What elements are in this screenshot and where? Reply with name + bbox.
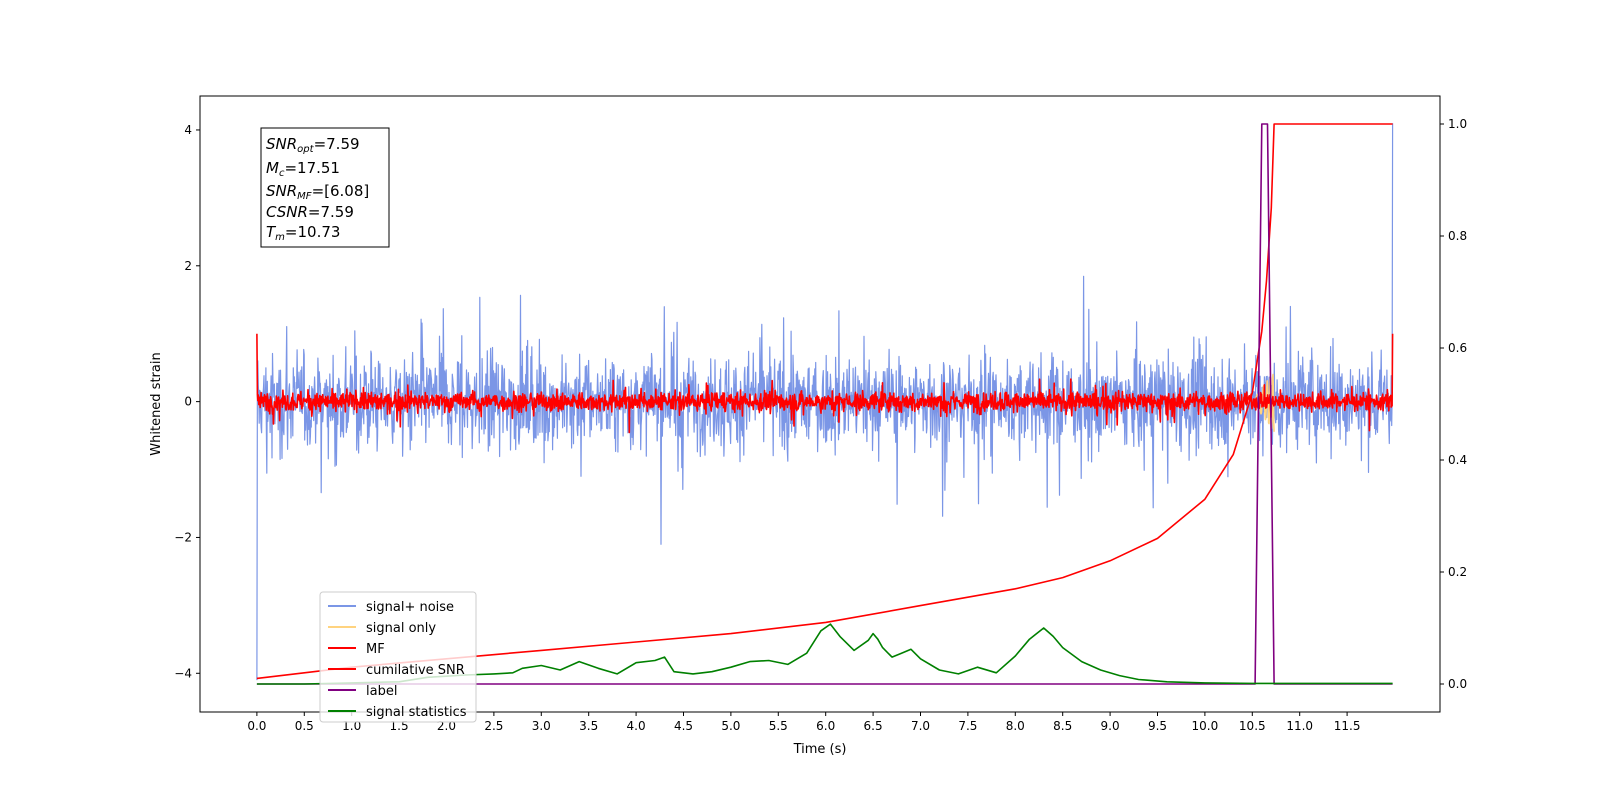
x-tick-label: 5.5 xyxy=(769,719,788,733)
legend: signal+ noise signal only MF cumilative SNR… xyxy=(319,591,477,723)
x-tick-label: 9.0 xyxy=(1101,719,1120,733)
x-tick-label: 8.0 xyxy=(1006,719,1025,733)
y-axis-right: 1.0 0.8 0.6 0.4 0.2 0.0 xyxy=(1440,117,1467,691)
x-tick-label: 4.5 xyxy=(674,719,693,733)
legend-label-signal-only: signal only xyxy=(366,621,436,636)
info-tm: Tm=10.73 xyxy=(266,223,340,243)
x-tick-label: 9.5 xyxy=(1148,719,1167,733)
series-line-cumilative-snr xyxy=(256,123,1393,680)
series-layer xyxy=(256,123,1394,685)
x-tick-label: 3.5 xyxy=(579,719,598,733)
y-axis-label: Whitened strain xyxy=(149,352,164,455)
y-tick-label-right: 0.8 xyxy=(1448,229,1467,243)
y-tick-label-right: 0.6 xyxy=(1448,341,1467,355)
y-tick-label-left: −4 xyxy=(174,666,192,680)
info-box: SNRopt=7.59 Mc=17.51 SNRMF=[6.08] CSNR=7… xyxy=(260,127,390,248)
legend-label-signal-noise: signal+ noise xyxy=(366,600,454,615)
y-tick-label-right: 0.4 xyxy=(1448,453,1467,467)
legend-label-cumilative-snr: cumilative SNR xyxy=(366,663,465,678)
x-tick-label: 10.5 xyxy=(1239,719,1266,733)
y-tick-label-right: 0.2 xyxy=(1448,565,1467,579)
plot-frame xyxy=(199,95,1441,713)
info-box-frame xyxy=(260,127,390,248)
legend-label-mf: MF xyxy=(366,642,385,657)
y-axis-left: 4 2 0 −2 −4 xyxy=(174,123,200,680)
legend-label-signal-statistics: signal statistics xyxy=(366,705,467,720)
x-tick-label: 0.5 xyxy=(295,719,314,733)
x-tick-label: 4.0 xyxy=(627,719,646,733)
x-tick-label: 7.5 xyxy=(958,719,977,733)
x-tick-label: 2.5 xyxy=(484,719,503,733)
y-tick-label-right: 0.0 xyxy=(1448,677,1467,691)
x-tick-label: 11.0 xyxy=(1286,719,1313,733)
x-tick-label: 0.0 xyxy=(247,719,266,733)
info-csnr: CSNR=7.59 xyxy=(266,203,354,221)
y-tick-label-left: −2 xyxy=(174,530,192,544)
x-tick-label: 3.0 xyxy=(532,719,551,733)
x-tick-label: 7.0 xyxy=(911,719,930,733)
info-snr-mf: SNRMF=[6.08] xyxy=(266,182,369,202)
y-tick-label-right: 1.0 xyxy=(1448,117,1467,131)
y-tick-label-left: 4 xyxy=(184,123,192,137)
x-tick-label: 6.5 xyxy=(864,719,883,733)
y-tick-label-left: 2 xyxy=(184,259,192,273)
x-tick-label: 10.0 xyxy=(1192,719,1219,733)
series-line-mf xyxy=(256,333,1394,434)
legend-frame xyxy=(319,591,477,723)
y-tick-label-left: 0 xyxy=(184,395,192,409)
x-tick-label: 6.0 xyxy=(816,719,835,733)
x-tick-label: 11.5 xyxy=(1334,719,1361,733)
x-axis-label: Time (s) xyxy=(793,742,847,757)
info-snr-opt: SNRopt=7.59 xyxy=(266,135,360,155)
info-mc: Mc=17.51 xyxy=(266,159,340,179)
x-tick-label: 8.5 xyxy=(1053,719,1072,733)
legend-label-label: label xyxy=(366,684,397,699)
x-tick-label: 5.0 xyxy=(721,719,740,733)
series-line-signal-statistics xyxy=(256,623,1393,685)
